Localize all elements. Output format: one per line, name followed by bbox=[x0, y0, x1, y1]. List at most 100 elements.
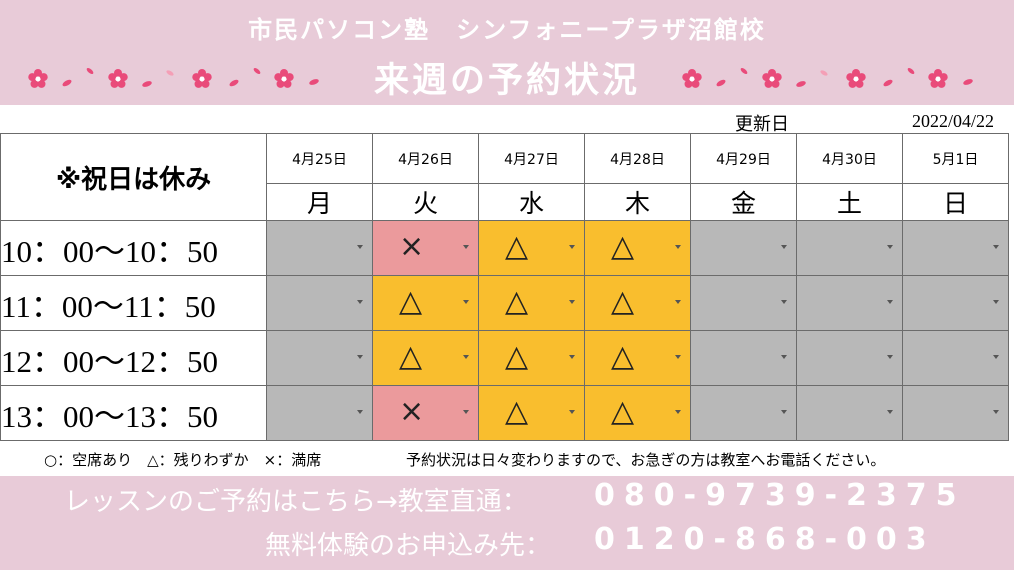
dropdown-arrow-icon bbox=[463, 410, 469, 414]
status-select[interactable] bbox=[796, 220, 903, 276]
weekday-header: 月 bbox=[266, 183, 373, 221]
sakura-garland-left bbox=[22, 62, 327, 96]
status-symbol: △ bbox=[399, 284, 423, 319]
date-header: 5月1日 bbox=[902, 133, 1009, 184]
status-symbol: △ bbox=[505, 284, 529, 319]
dropdown-arrow-icon bbox=[463, 300, 469, 304]
weekday-header: 土 bbox=[796, 183, 903, 221]
time-slot-label: 10：00～10：50 bbox=[0, 220, 267, 276]
status-select[interactable] bbox=[266, 330, 373, 386]
date-header: 4月27日 bbox=[478, 133, 585, 184]
dropdown-arrow-icon bbox=[463, 355, 469, 359]
updated-date: 2022/04/22 bbox=[912, 111, 995, 131]
header-banner bbox=[0, 0, 1014, 105]
dropdown-arrow-icon bbox=[675, 355, 681, 359]
status-select[interactable]: △ bbox=[372, 275, 479, 331]
weekday-row: 月 火 水 木 金 土 日 bbox=[1, 183, 1009, 221]
dropdown-arrow-icon bbox=[675, 245, 681, 249]
dropdown-arrow-icon bbox=[781, 300, 787, 304]
dropdown-arrow-icon bbox=[357, 410, 363, 414]
status-select[interactable] bbox=[902, 275, 1009, 331]
date-row: ※祝日は休み 4月25日 4月26日 4月27日 4月28日 4月29日 4月3… bbox=[0, 133, 1009, 221]
status-select[interactable]: △ bbox=[584, 220, 691, 276]
dropdown-arrow-icon bbox=[569, 355, 575, 359]
status-select[interactable] bbox=[902, 330, 1009, 386]
dropdown-arrow-icon bbox=[357, 355, 363, 359]
status-select[interactable]: × bbox=[372, 385, 479, 441]
time-slot-row: 10：00～10：50 × △ △ bbox=[0, 220, 1009, 276]
status-symbol: △ bbox=[611, 229, 635, 264]
weekday-header: 水 bbox=[478, 183, 585, 221]
dropdown-arrow-icon bbox=[993, 355, 999, 359]
status-symbol: △ bbox=[611, 394, 635, 429]
dropdown-arrow-icon bbox=[357, 300, 363, 304]
status-select[interactable]: △ bbox=[478, 220, 585, 276]
school-name: 市民パソコン塾 シンフォニープラザ沼館校 bbox=[248, 16, 766, 44]
status-select[interactable]: △ bbox=[478, 330, 585, 386]
dropdown-arrow-icon bbox=[993, 300, 999, 304]
status-select[interactable]: △ bbox=[584, 275, 691, 331]
status-select[interactable]: × bbox=[372, 220, 479, 276]
status-select[interactable] bbox=[266, 220, 373, 276]
dropdown-arrow-icon bbox=[993, 410, 999, 414]
status-select[interactable] bbox=[902, 385, 1009, 441]
reservation-phone: 080-9739-2375 bbox=[594, 478, 966, 513]
page-title: 来週の予約状況 bbox=[373, 61, 640, 101]
status-symbol: △ bbox=[505, 394, 529, 429]
date-header: 4月28日 bbox=[584, 133, 691, 184]
date-header: 4月25日 bbox=[266, 133, 373, 184]
dropdown-arrow-icon bbox=[569, 300, 575, 304]
status-select[interactable] bbox=[266, 275, 373, 331]
status-select[interactable] bbox=[796, 385, 903, 441]
updated-label: 更新日 bbox=[735, 114, 789, 135]
trial-label: 無料体験のお申込み先： bbox=[265, 531, 552, 561]
sakura-garland-right bbox=[676, 62, 981, 96]
time-slot-row: 11：00～11：50 △ △ △ bbox=[0, 275, 1009, 331]
status-select[interactable]: △ bbox=[372, 330, 479, 386]
dropdown-arrow-icon bbox=[781, 245, 787, 249]
weekday-header: 日 bbox=[902, 183, 1009, 221]
status-select[interactable] bbox=[902, 220, 1009, 276]
weekday-header: 火 bbox=[372, 183, 479, 221]
status-symbol: △ bbox=[505, 339, 529, 374]
dropdown-arrow-icon bbox=[569, 410, 575, 414]
footer-banner bbox=[0, 476, 1014, 570]
status-select[interactable]: △ bbox=[584, 385, 691, 441]
status-select[interactable] bbox=[690, 220, 797, 276]
reservation-table: ※祝日は休み 4月25日 4月26日 4月27日 4月28日 4月29日 4月3… bbox=[0, 133, 1009, 441]
dropdown-arrow-icon bbox=[993, 245, 999, 249]
time-slot-label: 13：00～13：50 bbox=[0, 385, 267, 441]
status-symbol: × bbox=[399, 394, 425, 429]
status-select[interactable] bbox=[690, 330, 797, 386]
date-header: 4月26日 bbox=[372, 133, 479, 184]
status-select[interactable] bbox=[796, 275, 903, 331]
dropdown-arrow-icon bbox=[781, 355, 787, 359]
availability-note: 予約状況は日々変わりますので、お急ぎの方は教室へお電話ください。 bbox=[406, 451, 886, 469]
weekday-header: 金 bbox=[690, 183, 797, 221]
trial-phone: 0120-868-003 bbox=[594, 522, 936, 557]
dropdown-arrow-icon bbox=[887, 410, 893, 414]
time-slot-row: 13：00～13：50 × △ △ bbox=[0, 385, 1009, 441]
status-select[interactable] bbox=[796, 330, 903, 386]
dropdown-arrow-icon bbox=[675, 300, 681, 304]
dropdown-arrow-icon bbox=[569, 245, 575, 249]
cherry-blossom-icon bbox=[28, 68, 319, 88]
status-symbol: △ bbox=[399, 339, 423, 374]
weekday-header: 木 bbox=[584, 183, 691, 221]
status-select[interactable]: △ bbox=[478, 385, 585, 441]
reservation-label: レッスンのご予約はこちら→教室直通： bbox=[64, 487, 528, 517]
status-legend: ○：空席あり △：残りわずか ×：満席 bbox=[44, 451, 322, 469]
status-select[interactable] bbox=[266, 385, 373, 441]
status-symbol: △ bbox=[505, 229, 529, 264]
status-select[interactable] bbox=[690, 385, 797, 441]
status-select[interactable] bbox=[690, 275, 797, 331]
time-slot-label: 12：00～12：50 bbox=[0, 330, 267, 386]
status-symbol: × bbox=[399, 229, 425, 264]
dropdown-arrow-icon bbox=[887, 245, 893, 249]
date-header: 4月30日 bbox=[796, 133, 903, 184]
status-select[interactable]: △ bbox=[478, 275, 585, 331]
status-select[interactable]: △ bbox=[584, 330, 691, 386]
dropdown-arrow-icon bbox=[887, 300, 893, 304]
holiday-note: ※祝日は休み bbox=[0, 133, 267, 221]
dropdown-arrow-icon bbox=[675, 410, 681, 414]
